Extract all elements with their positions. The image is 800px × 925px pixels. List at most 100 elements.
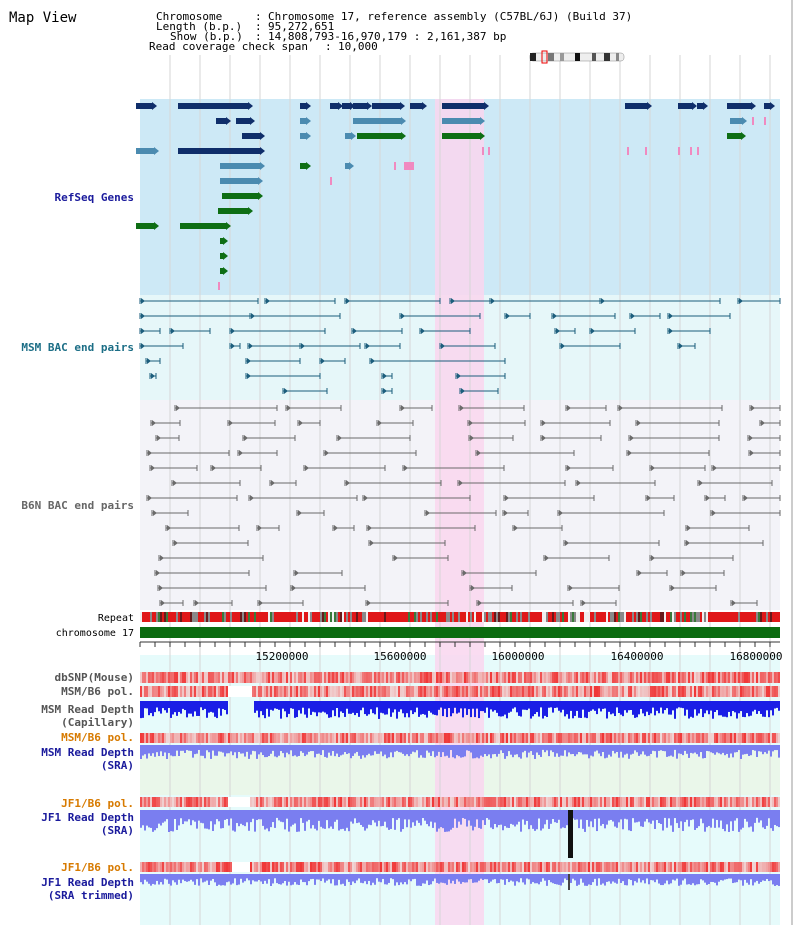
msm-b6-pol-2-heat <box>316 733 318 743</box>
msm-b6-pol-heat <box>212 686 214 697</box>
msm-depth-sra-bar <box>272 745 274 751</box>
jf1-b6-pol-2-heat <box>474 862 476 872</box>
jf1-b6-pol-2-heat <box>160 862 162 872</box>
jf1-b6-pol-heat <box>208 797 210 807</box>
msm-b6-pol-heat <box>344 686 346 697</box>
track-label-msm-bac[interactable]: MSM BAC end pairs <box>21 341 134 354</box>
msm-depth-capillary-bar <box>588 701 590 712</box>
jf1-depth-sra-bar <box>378 810 380 821</box>
msm-depth-sra-bar <box>592 745 594 757</box>
track-label-msm-depth-sra[interactable]: MSM Read Depth (SRA) <box>41 746 134 772</box>
msm-b6-pol-heat <box>346 686 348 697</box>
jf1-depth-trimmed-bar <box>398 874 400 886</box>
jf1-b6-pol-2-heat <box>596 862 598 872</box>
msm-b6-pol-heat <box>526 686 528 697</box>
track-label-dbsnp[interactable]: dbSNP(Mouse) <box>54 671 134 684</box>
jf1-depth-trimmed-bar <box>408 874 410 880</box>
coverage-key: Read coverage check span <box>149 40 308 53</box>
jf1-b6-pol-2-heat <box>202 862 204 872</box>
gene-block <box>345 163 349 169</box>
jf1-depth-trimmed-bar <box>350 874 352 886</box>
msm-b6-pol-2-heat <box>602 733 604 743</box>
track-label-refseq-genes[interactable]: RefSeq Genes <box>54 191 134 204</box>
msm-depth-capillary-bar <box>364 701 366 715</box>
jf1-depth-trimmed-bar <box>478 874 480 881</box>
jf1-depth-sra-bar <box>240 810 242 824</box>
track-label-msm-b6-pol[interactable]: MSM/B6 pol. <box>61 685 134 698</box>
jf1-b6-pol-heat <box>342 797 344 807</box>
msm-b6-pol-2-heat <box>374 733 376 743</box>
msm-depth-sra-bar <box>544 745 546 753</box>
jf1-depth-sra-bar <box>492 810 494 830</box>
msm-depth-sra-bar <box>770 745 772 757</box>
repeat-segment <box>758 612 760 622</box>
jf1-b6-pol-2-heat <box>650 862 652 872</box>
jf1-b6-pol-2-heat <box>524 862 526 872</box>
msm-b6-pol-heat <box>676 686 678 697</box>
jf1-depth-trimmed-bar <box>326 874 328 881</box>
msm-b6-pol-heat <box>746 686 748 697</box>
jf1-depth-sra-bar <box>742 810 744 828</box>
dbsnp-heat <box>484 672 486 683</box>
jf1-b6-pol-heat <box>586 797 588 807</box>
jf1-b6-pol-2-heat <box>778 862 780 872</box>
msm-depth-sra-bar <box>672 745 674 757</box>
dbsnp-heat <box>696 672 698 683</box>
jf1-b6-pol-2-heat <box>718 862 720 872</box>
msm-depth-capillary-bar <box>372 701 374 714</box>
msm-depth-sra-bar <box>382 745 384 757</box>
msm-b6-pol-heat <box>146 686 148 697</box>
jf1-depth-trimmed-bar <box>444 874 446 884</box>
jf1-depth-sra-bar <box>178 810 180 826</box>
repeat-segment <box>500 612 502 622</box>
msm-depth-capillary-bar <box>146 701 148 709</box>
jf1-depth-trimmed-bar <box>492 874 494 880</box>
track-label-jf1-depth-sra[interactable]: JF1 Read Depth (SRA) <box>41 811 134 837</box>
gene-block <box>678 103 692 109</box>
gene-mark <box>218 282 220 290</box>
track-label-jf1-b6-pol-2[interactable]: JF1/B6 pol. <box>61 861 134 874</box>
jf1-depth-trimmed-bar <box>670 874 672 884</box>
msm-b6-pol-2-heat <box>740 733 742 743</box>
dbsnp-heat <box>204 672 206 683</box>
dbsnp-heat <box>532 672 534 683</box>
msm-b6-pol-heat <box>288 686 290 697</box>
msm-depth-sra-bar <box>636 745 638 753</box>
repeat-segment <box>396 612 398 622</box>
jf1-b6-pol-heat <box>558 797 560 807</box>
jf1-depth-trimmed-bar <box>660 874 662 886</box>
track-label-jf1-b6-pol[interactable]: JF1/B6 pol. <box>61 797 134 810</box>
jf1-depth-trimmed-bar <box>336 874 338 886</box>
track-label-jf1-depth-trimmed[interactable]: JF1 Read Depth (SRA trimmed) <box>41 876 134 902</box>
jf1-depth-trimmed-bar <box>624 874 626 886</box>
msm-depth-capillary-bar <box>660 701 662 708</box>
jf1-depth-trimmed-bar <box>328 874 330 880</box>
track-label-msm-b6-pol-2[interactable]: MSM/B6 pol. <box>61 731 134 744</box>
gene-block <box>345 133 351 139</box>
jf1-depth-sra-bar <box>242 810 244 826</box>
dbsnp-heat <box>238 672 240 683</box>
msm-b6-pol-2-heat <box>550 733 552 743</box>
msm-b6-pol-heat <box>672 686 674 697</box>
jf1-b6-pol-2-heat <box>568 862 570 872</box>
msm-depth-sra-bar <box>474 745 476 759</box>
jf1-depth-trimmed-bar <box>648 874 650 885</box>
jf1-depth-sra-bar <box>758 810 760 823</box>
msm-bac-pair-arrow <box>346 298 350 304</box>
msm-depth-capillary-bar <box>282 701 284 709</box>
repeat-segment <box>702 612 704 622</box>
jf1-b6-pol-2-heat <box>710 862 712 872</box>
b6n-bac-pair-arrow <box>504 510 508 516</box>
msm-depth-sra-bar <box>704 745 706 758</box>
track-label-b6n-bac[interactable]: B6N BAC end pairs <box>21 499 134 512</box>
b6n-bac-pair-arrow <box>295 570 299 576</box>
repeat-segment <box>324 612 326 622</box>
jf1-b6-pol-2-heat <box>168 862 170 872</box>
jf1-depth-sra-bar <box>654 810 656 829</box>
msm-b6-pol-heat <box>644 686 646 697</box>
msm-b6-pol-heat <box>328 686 330 697</box>
msm-depth-capillary-bar <box>162 701 164 709</box>
jf1-depth-trimmed-bar <box>676 874 678 879</box>
track-label-msm-depth-capillary[interactable]: MSM Read Depth (Capillary) <box>41 703 134 729</box>
jf1-depth-sra-bar <box>706 810 708 828</box>
